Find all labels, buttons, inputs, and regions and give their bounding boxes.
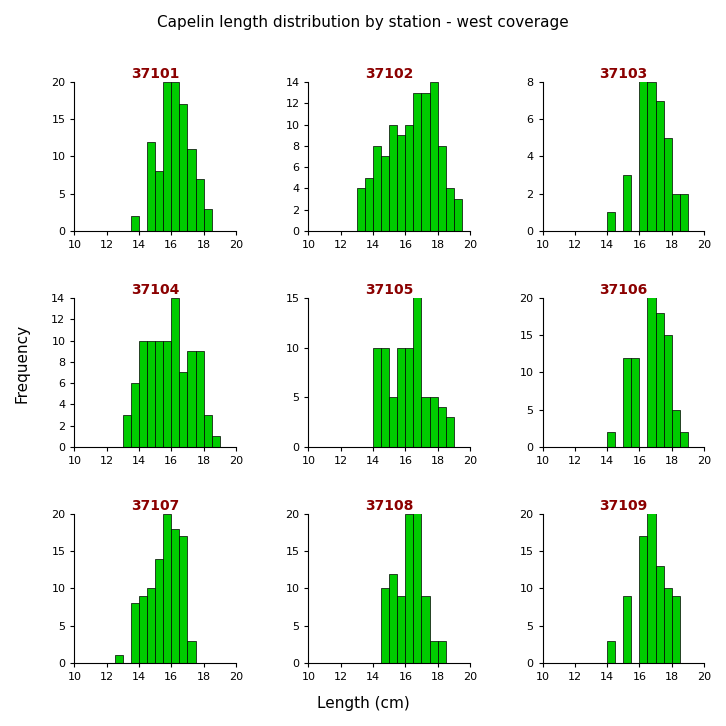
Bar xyxy=(171,529,179,663)
Bar xyxy=(397,135,405,231)
Bar xyxy=(430,82,438,231)
Bar xyxy=(607,432,615,447)
Bar xyxy=(623,175,632,231)
Bar xyxy=(640,537,648,663)
Bar xyxy=(373,146,381,231)
Title: 37107: 37107 xyxy=(131,499,179,513)
Bar xyxy=(389,397,397,447)
Text: Length (cm): Length (cm) xyxy=(317,696,409,711)
Bar xyxy=(131,216,139,231)
Bar xyxy=(422,93,430,231)
Bar xyxy=(664,335,672,447)
Title: 37108: 37108 xyxy=(365,499,413,513)
Bar xyxy=(438,407,446,447)
Bar xyxy=(179,372,187,447)
Bar xyxy=(179,537,187,663)
Bar xyxy=(195,351,203,447)
Bar xyxy=(123,415,131,447)
Title: 37106: 37106 xyxy=(599,283,648,297)
Bar xyxy=(381,348,389,447)
Bar xyxy=(187,351,195,447)
Title: 37102: 37102 xyxy=(365,67,413,81)
Bar xyxy=(397,348,405,447)
Bar xyxy=(179,105,187,231)
Bar xyxy=(397,596,405,663)
Bar xyxy=(656,101,664,231)
Bar xyxy=(147,340,155,447)
Bar xyxy=(389,574,397,663)
Bar xyxy=(381,156,389,231)
Title: 37105: 37105 xyxy=(365,283,413,297)
Bar xyxy=(203,208,212,231)
Bar xyxy=(623,357,632,447)
Bar xyxy=(664,589,672,663)
Bar xyxy=(438,640,446,663)
Bar xyxy=(680,432,688,447)
Bar xyxy=(430,397,438,447)
Bar xyxy=(672,194,680,231)
Bar xyxy=(147,589,155,663)
Bar xyxy=(163,340,171,447)
Bar xyxy=(357,188,365,231)
Bar xyxy=(131,603,139,663)
Bar xyxy=(155,171,163,231)
Bar xyxy=(607,640,615,663)
Bar xyxy=(389,125,397,231)
Bar xyxy=(454,199,462,231)
Bar xyxy=(664,138,672,231)
Bar xyxy=(405,348,413,447)
Title: 37101: 37101 xyxy=(131,67,179,81)
Bar xyxy=(171,82,179,231)
Bar xyxy=(656,566,664,663)
Bar xyxy=(422,397,430,447)
Bar xyxy=(648,290,656,447)
Bar xyxy=(648,82,656,231)
Bar xyxy=(656,313,664,447)
Bar xyxy=(446,188,454,231)
Bar xyxy=(187,640,195,663)
Title: 37109: 37109 xyxy=(599,499,648,513)
Bar xyxy=(672,596,680,663)
Bar xyxy=(155,340,163,447)
Text: Frequency: Frequency xyxy=(15,324,30,402)
Bar xyxy=(438,146,446,231)
Bar xyxy=(365,178,373,231)
Bar xyxy=(446,417,454,447)
Bar xyxy=(430,640,438,663)
Bar xyxy=(203,415,212,447)
Bar xyxy=(139,596,147,663)
Bar xyxy=(623,596,632,663)
Bar xyxy=(195,179,203,231)
Bar xyxy=(607,212,615,231)
Bar xyxy=(115,656,123,663)
Bar xyxy=(212,436,220,447)
Bar xyxy=(413,507,422,663)
Bar xyxy=(163,82,171,231)
Bar xyxy=(373,348,381,447)
Title: 37103: 37103 xyxy=(599,67,648,81)
Bar xyxy=(413,288,422,447)
Bar xyxy=(381,589,389,663)
Bar xyxy=(672,409,680,447)
Bar xyxy=(640,63,648,231)
Bar xyxy=(147,142,155,231)
Bar xyxy=(680,194,688,231)
Title: 37104: 37104 xyxy=(131,283,179,297)
Bar xyxy=(163,514,171,663)
Bar xyxy=(405,125,413,231)
Text: Capelin length distribution by station - west coverage: Capelin length distribution by station -… xyxy=(157,15,569,30)
Bar xyxy=(632,357,640,447)
Bar xyxy=(422,596,430,663)
Bar xyxy=(187,149,195,231)
Bar xyxy=(139,340,147,447)
Bar xyxy=(131,383,139,447)
Bar xyxy=(405,514,413,663)
Bar xyxy=(155,558,163,663)
Bar xyxy=(413,93,422,231)
Bar xyxy=(171,298,179,447)
Bar xyxy=(648,507,656,663)
